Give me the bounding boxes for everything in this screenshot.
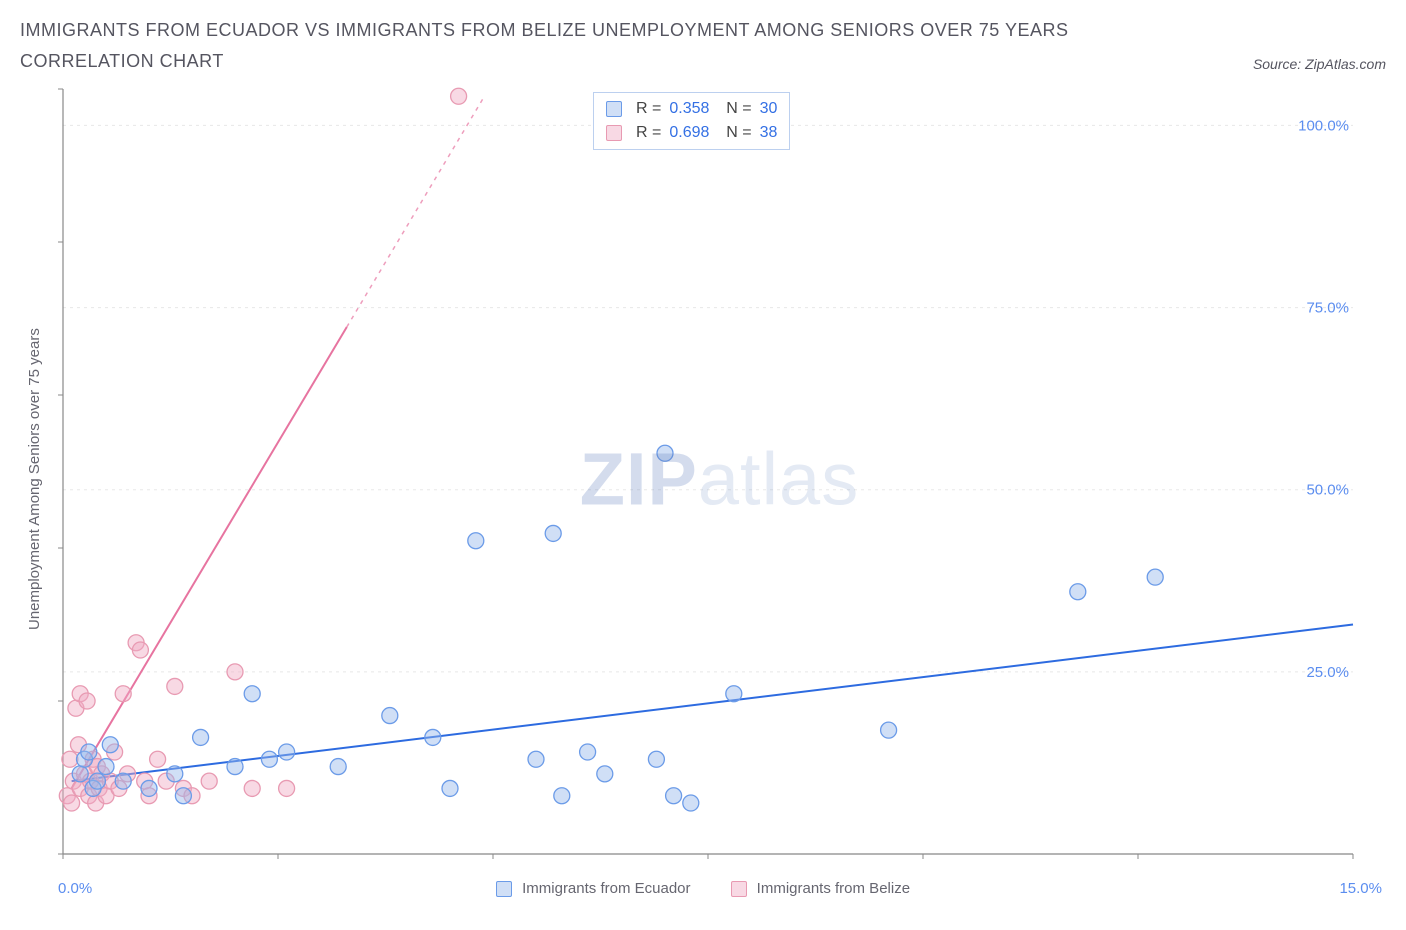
svg-text:75.0%: 75.0% (1306, 300, 1349, 317)
svg-text:100.0%: 100.0% (1298, 118, 1349, 135)
swatch-ecuador (496, 881, 512, 897)
x-tick-min: 0.0% (58, 880, 92, 897)
svg-text:25.0%: 25.0% (1306, 664, 1349, 681)
stats-legend-box: R = 0.358 N = 30R = 0.698 N = 38 (593, 92, 790, 150)
chart-svg: 25.0% 50.0% 75.0% 100.0% (53, 84, 1363, 874)
source-label: Source: ZipAtlas.com (1253, 56, 1386, 76)
swatch-belize (731, 881, 747, 897)
svg-text:50.0%: 50.0% (1306, 482, 1349, 499)
stats-row: R = 0.358 N = 30 (606, 97, 777, 121)
legend-item-belize: Immigrants from Belize (731, 880, 911, 897)
scatter-plot: 25.0%50.0%75.0%100.0% ZIPatlas R = 0.358… (53, 84, 1386, 874)
stats-row: R = 0.698 N = 38 (606, 121, 777, 145)
x-tick-max: 15.0% (1339, 880, 1382, 897)
bottom-legend: 0.0% Immigrants from Ecuador Immigrants … (20, 880, 1386, 897)
y-axis-label: Unemployment Among Seniors over 75 years (20, 84, 49, 874)
chart-title: IMMIGRANTS FROM ECUADOR VS IMMIGRANTS FR… (20, 15, 1120, 76)
legend-item-ecuador: Immigrants from Ecuador (496, 880, 691, 897)
